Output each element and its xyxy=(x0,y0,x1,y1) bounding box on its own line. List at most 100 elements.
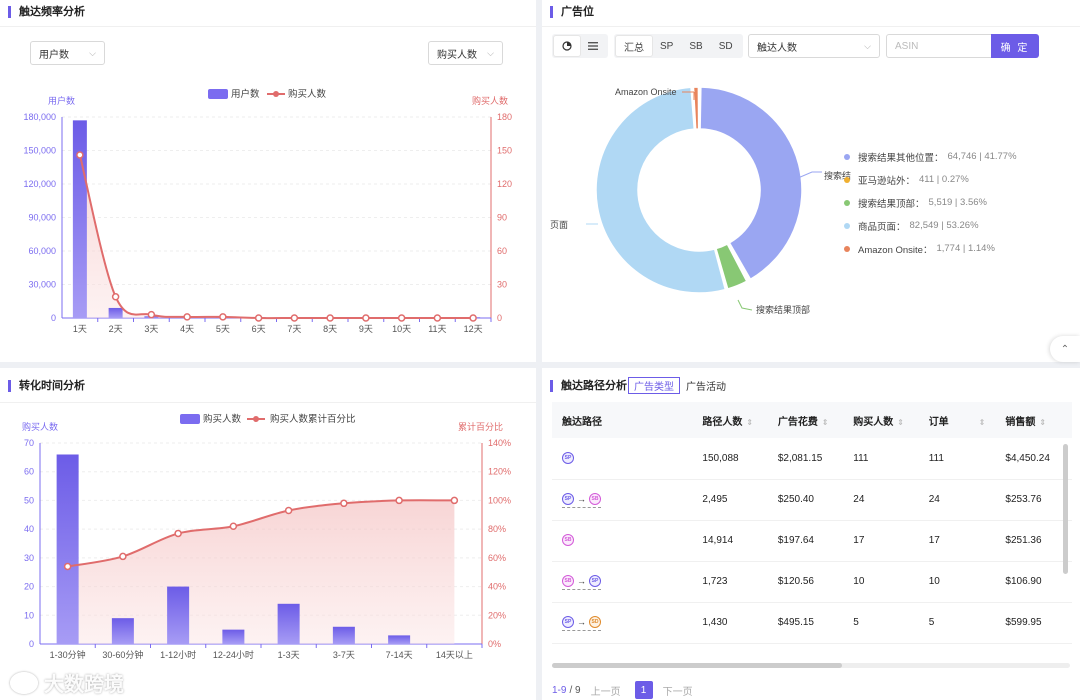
bar xyxy=(111,618,134,644)
legend-label: 亚马逊站外： xyxy=(858,175,916,187)
bar xyxy=(56,454,79,644)
col-spend[interactable]: 广告花费 ⇕ xyxy=(767,402,844,438)
table-row[interactable]: SP → SB 2,495 $250.40 24 24 $253.76 xyxy=(552,479,1072,521)
line-point xyxy=(111,293,120,301)
donut-slice xyxy=(595,86,727,294)
vertical-scrollbar[interactable] xyxy=(1063,444,1068,574)
table-row[interactable]: SP → SD 1,430 $495.15 5 5 $599.95 xyxy=(552,602,1072,644)
ad-type-sd[interactable]: SD xyxy=(718,40,733,52)
chevron-down-icon: ⌵ xyxy=(89,47,96,58)
watermark-text: 大数跨境 xyxy=(44,674,124,696)
legend-item[interactable]: 搜索结果其他位置： 64,746 | 41.77% xyxy=(844,145,1017,168)
scrollbar-thumb[interactable] xyxy=(552,663,842,668)
ad-type-sb[interactable]: SB xyxy=(689,40,703,52)
table-row[interactable]: SB 14,914 $197.64 17 17 $251.36 xyxy=(552,520,1072,562)
line-point xyxy=(147,310,156,319)
tab-ad-type[interactable]: 广告类型 xyxy=(628,377,680,394)
legend-label: 商品页面： xyxy=(858,221,906,233)
y-tick-label-left: 90,000 xyxy=(28,213,56,223)
legend-label: 搜索结果顶部： xyxy=(858,198,925,210)
legend-item[interactable]: 搜索结果顶部： 5,519 | 3.56% xyxy=(844,191,1017,214)
y-tick-label-left: 10 xyxy=(24,610,34,620)
ad-type-sp[interactable]: SP xyxy=(660,40,674,52)
users-cell: 1,723 xyxy=(692,561,768,603)
spend-cell: $250.40 xyxy=(767,479,844,521)
y-tick-label-left: 30 xyxy=(24,553,34,563)
path-cell: SB xyxy=(552,520,693,562)
prev-page-button[interactable]: 上一页 xyxy=(590,686,621,698)
reach-path-table: 触达路径 路径人数 ⇕ 广告花费 ⇕ 购买人数 ⇕ 订单 ⇕ 销售额 ⇕ SP 150,0… xyxy=(552,402,1072,644)
users-cell: 14,914 xyxy=(692,520,768,562)
next-page-button[interactable]: 下一页 xyxy=(662,686,693,698)
table-row[interactable]: SB → SP 1,723 $120.56 10 10 $106.90 xyxy=(552,561,1072,603)
y-tick-label-right: 90 xyxy=(497,213,507,223)
line-point xyxy=(469,314,477,322)
y-tick-label-left: 60,000 xyxy=(28,246,56,256)
legend-dot xyxy=(844,199,850,206)
spend-cell: $2,081.15 xyxy=(767,438,844,480)
page-total: / 9 xyxy=(569,684,581,696)
line-area xyxy=(67,500,455,644)
confirm-button[interactable]: 确 定 xyxy=(991,34,1039,58)
y-axis-title-left: 购买人数 xyxy=(22,421,58,432)
spend-cell: $197.64 xyxy=(767,520,844,562)
pie-view-button[interactable] xyxy=(554,36,580,56)
right-metric-select[interactable]: 购买人数 ⌵ xyxy=(428,41,503,65)
x-tick-label: 5天 xyxy=(216,324,230,334)
y-tick-label-right: 100% xyxy=(488,495,511,505)
line-point xyxy=(290,314,299,322)
legend-item[interactable]: Amazon Onsite： 1,774 | 1.14% xyxy=(844,237,1017,260)
y-tick-label-left: 20 xyxy=(24,582,34,592)
col-users[interactable]: 路径人数 ⇕ xyxy=(692,402,768,438)
y-axis-title-right: 购买人数 xyxy=(472,95,508,106)
legend-bar-swatch xyxy=(180,414,200,424)
legend-item[interactable]: 商品页面： 82,549 | 53.26% xyxy=(844,214,1017,237)
orders-cell: 5 xyxy=(918,602,996,644)
buyers-cell: 5 xyxy=(843,602,919,644)
sales-cell: $106.90 xyxy=(995,561,1072,603)
orders-cell: 10 xyxy=(918,561,996,603)
table-row[interactable]: SP 150,088 $2,081.15 111 111 $4,450.24 xyxy=(552,438,1072,480)
x-tick-label: 3天 xyxy=(144,324,158,334)
horizontal-scrollbar[interactable] xyxy=(552,663,1070,668)
y-tick-label-right: 30 xyxy=(497,280,507,290)
y-axis-title-right: 累计百分比 xyxy=(458,421,503,432)
x-tick-label: 12天 xyxy=(464,324,483,334)
x-tick-label: 7-14天 xyxy=(386,650,413,660)
chevron-down-icon: ⌵ xyxy=(487,47,494,58)
legend-label: Amazon Onsite： xyxy=(858,244,933,256)
x-tick-label: 1天 xyxy=(73,324,87,334)
col-header-label: 路径人数 xyxy=(702,416,743,428)
select-value: 触达人数 xyxy=(757,42,797,54)
line-point xyxy=(63,562,72,571)
col-header-label: 销售额 xyxy=(1005,416,1036,428)
collapse-handle-icon[interactable]: ⌃ xyxy=(1050,336,1080,362)
select-value: 购买人数 xyxy=(437,49,477,61)
divider xyxy=(0,402,536,403)
sp-badge-icon: SP xyxy=(562,615,574,628)
list-view-button[interactable] xyxy=(580,36,606,56)
path-chain: SB → SP xyxy=(562,574,601,590)
legend-value: 411 | 0.27% xyxy=(919,174,969,185)
col-buyers[interactable]: 购买人数 ⇕ xyxy=(843,402,919,438)
path-chain: SB xyxy=(562,534,574,548)
bar xyxy=(277,603,300,644)
line-point xyxy=(340,499,348,508)
bar xyxy=(332,626,355,644)
tab-ad-campaign[interactable]: 广告活动 xyxy=(686,382,726,393)
left-metric-select[interactable]: 用户数 ⌵ xyxy=(30,41,105,65)
col-orders[interactable]: 订单 ⇕ xyxy=(918,402,996,438)
y-tick-label-right: 80% xyxy=(488,524,506,534)
col-sales[interactable]: 销售额 ⇕ xyxy=(995,402,1072,438)
col-header-label: 购买人数 xyxy=(853,416,894,428)
metric-select[interactable]: 触达人数 ⌵ xyxy=(748,34,880,58)
buyers-cell: 10 xyxy=(843,561,919,603)
x-tick-label: 12-24小时 xyxy=(213,649,254,660)
select-value: 用户数 xyxy=(39,49,69,61)
ad-type-all[interactable]: 汇总 xyxy=(616,36,652,56)
line-point xyxy=(450,496,459,505)
col-header-label: 广告花费 xyxy=(777,416,818,428)
legend-item[interactable]: 亚马逊站外： 411 | 0.27% xyxy=(844,168,1017,191)
y-tick-label-left: 40 xyxy=(24,524,34,534)
current-page-button[interactable]: 1 xyxy=(634,681,653,699)
